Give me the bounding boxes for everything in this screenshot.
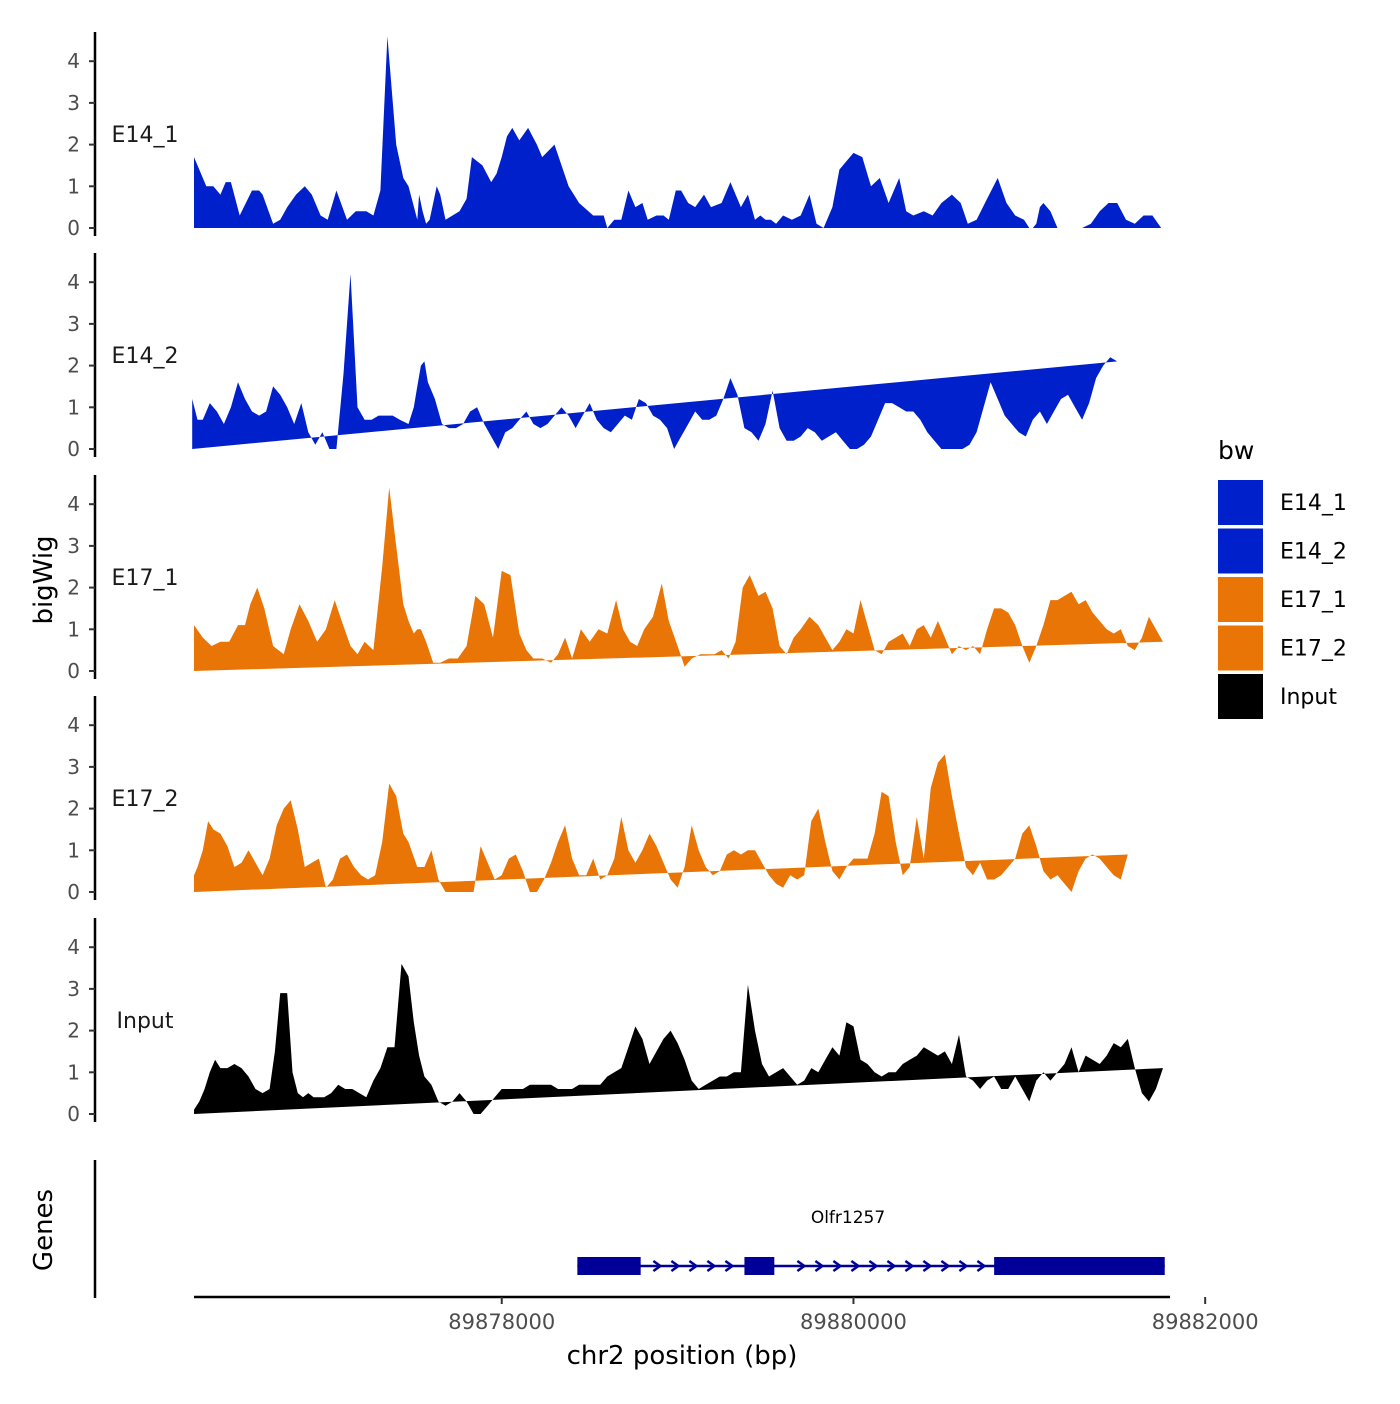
x-tick-label: 89880000 — [800, 1310, 907, 1334]
gene-track: Genes Olfr1257 — [29, 1160, 1165, 1298]
strand-arrow-icon — [652, 1259, 663, 1273]
strand-arrow-icon — [868, 1259, 879, 1273]
gene-track-title: Genes — [29, 1189, 59, 1271]
y-tick-label: 1 — [67, 1060, 80, 1084]
legend-label: Input — [1280, 685, 1337, 710]
legend: bw E14_1 E14_2 E17_1 E17_2 Input — [1218, 436, 1347, 719]
y-tick-label: 0 — [67, 659, 80, 683]
strand-arrow-icon — [706, 1259, 717, 1273]
strand-arrow-icon — [904, 1259, 915, 1273]
y-tick-label: 4 — [67, 270, 80, 294]
y-tick-label: 3 — [67, 755, 80, 779]
y-tick-label: 4 — [67, 935, 80, 959]
strand-arrow-icon — [832, 1259, 843, 1273]
legend-label: E17_2 — [1280, 637, 1347, 662]
y-tick-label: 3 — [67, 91, 80, 115]
y-tick-label: 2 — [67, 576, 80, 600]
track-label: E17_2 — [112, 787, 179, 812]
gene-exon — [994, 1257, 1165, 1275]
strand-arrow-icon — [958, 1259, 969, 1273]
legend-swatch — [1218, 674, 1263, 719]
strand-arrow-icon — [814, 1259, 825, 1273]
strand-arrow-icon — [940, 1259, 951, 1273]
track-label: E17_1 — [112, 566, 179, 591]
strand-arrow-icon — [922, 1259, 933, 1273]
coverage-area-E17_2 — [194, 754, 1128, 892]
y-tick-label: 1 — [67, 174, 80, 198]
y-tick-label: 0 — [67, 880, 80, 904]
y-tick-label: 0 — [67, 1102, 80, 1126]
legend-item-E17_1: E17_1 — [1218, 577, 1347, 622]
track-E14_2: 0 1 2 3 4 E14_2 — [67, 253, 1118, 461]
y-axis-title: bigWig — [29, 535, 59, 624]
coverage-area-E14_2 — [192, 273, 1118, 449]
strand-arrow-icon — [724, 1259, 735, 1273]
legend-item-Input: Input — [1218, 674, 1337, 719]
y-tick-label: 2 — [67, 354, 80, 378]
legend-item-E17_2: E17_2 — [1218, 625, 1347, 671]
gene-exon — [744, 1257, 775, 1275]
gene-name-label: Olfr1257 — [811, 1208, 885, 1228]
strand-arrow-icon — [670, 1259, 681, 1273]
coverage-area-Input — [194, 963, 1163, 1114]
y-tick-label: 3 — [67, 977, 80, 1001]
y-tick-label: 3 — [67, 534, 80, 558]
track-E17_1: 0 1 2 3 4 E17_1 — [67, 475, 1163, 683]
track-label: Input — [117, 1009, 174, 1034]
x-tick-label: 89878000 — [448, 1310, 555, 1334]
legend-item-E14_2: E14_2 — [1218, 528, 1347, 574]
x-axis-title: chr2 position (bp) — [567, 1341, 798, 1371]
y-tick-label: 1 — [67, 395, 80, 419]
strand-arrow-icon — [850, 1259, 861, 1273]
y-tick-label: 1 — [67, 617, 80, 641]
track-Input: 0 1 2 3 4 Input — [67, 918, 1163, 1126]
y-tick-label: 3 — [67, 312, 80, 336]
legend-swatch — [1218, 528, 1263, 574]
legend-item-E14_1: E14_1 — [1218, 480, 1347, 525]
strand-arrow-icon — [976, 1259, 987, 1273]
coverage-tracks: 0 1 2 3 4 E14_1 0 1 2 3 4 E14_2 0 1 2 3 4 E17_1 0 1 2 3 4 E17_2… — [67, 32, 1170, 1126]
x-tick-label: 89882000 — [1152, 1310, 1259, 1334]
track-label: E14_1 — [112, 123, 179, 148]
legend-label: E14_1 — [1280, 491, 1347, 516]
x-axis: 89878000 89880000 89882000 — [194, 1295, 1259, 1334]
y-tick-label: 2 — [67, 1019, 80, 1043]
track-E14_1: 0 1 2 3 4 E14_1 — [67, 32, 1170, 240]
legend-swatch — [1218, 577, 1263, 622]
strand-arrow-icon — [886, 1259, 897, 1273]
coverage-area-E17_1 — [194, 487, 1163, 671]
y-tick-label: 2 — [67, 133, 80, 157]
y-tick-label: 1 — [67, 838, 80, 862]
legend-title: bw — [1218, 436, 1254, 465]
y-tick-label: 4 — [67, 713, 80, 737]
y-tick-label: 2 — [67, 797, 80, 821]
y-tick-label: 4 — [67, 492, 80, 516]
legend-swatch — [1218, 480, 1263, 525]
y-tick-label: 0 — [67, 216, 80, 240]
track-E17_2: 0 1 2 3 4 E17_2 — [67, 696, 1128, 904]
y-tick-label: 0 — [67, 437, 80, 461]
y-tick-label: 4 — [67, 49, 80, 73]
legend-label: E14_2 — [1280, 540, 1347, 565]
strand-arrow-icon — [796, 1259, 807, 1273]
coverage-area-E14_1 — [194, 36, 1170, 229]
gene-exon — [577, 1257, 641, 1275]
strand-arrow-icon — [688, 1259, 699, 1273]
legend-label: E17_1 — [1280, 588, 1347, 613]
track-label: E14_2 — [112, 344, 179, 369]
legend-swatch — [1218, 625, 1263, 671]
